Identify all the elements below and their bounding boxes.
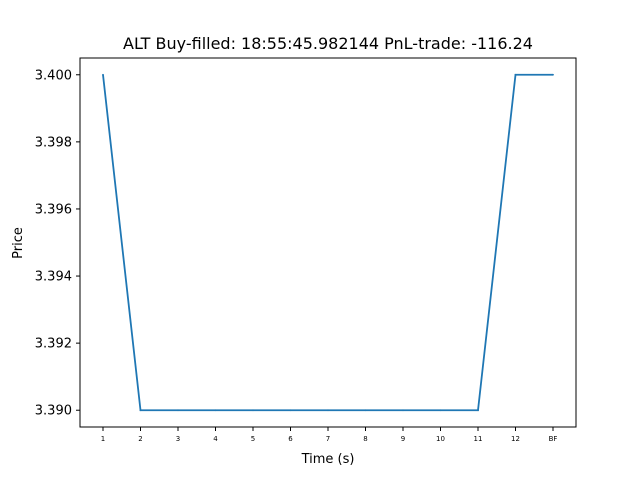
y-tick-label: 3.390 [35, 404, 72, 419]
data-point [477, 409, 479, 412]
y-tick-label: 3.394 [35, 270, 72, 285]
data-point [177, 409, 179, 412]
x-tick-label: 4 [213, 435, 218, 443]
y-tick-label: 3.398 [35, 135, 72, 150]
data-point [552, 73, 554, 76]
x-axis: 1 2 3 4 5 6 7 8 9 10 11 12 BF [101, 427, 558, 443]
x-tick-label: 9 [401, 435, 405, 443]
data-point [514, 73, 517, 76]
data-point [102, 73, 104, 76]
x-tick-label: 10 [436, 435, 445, 443]
data-point [402, 409, 404, 412]
x-tick-label: 7 [326, 435, 330, 443]
data-point [252, 409, 254, 412]
data-point [439, 409, 442, 412]
x-tick-label: 6 [288, 435, 293, 443]
x-tick-label: 3 [176, 435, 180, 443]
plot-area [80, 58, 576, 427]
data-point [139, 409, 142, 412]
x-tick-label: 11 [474, 435, 483, 443]
x-axis-label: Time (s) [301, 452, 355, 467]
y-axis: 3.390 3.392 3.394 3.396 3.398 3.400 [35, 68, 80, 419]
data-point [214, 409, 217, 412]
x-tick-label: 5 [251, 435, 255, 443]
x-tick-label: 12 [511, 435, 520, 443]
y-axis-label: Price [11, 227, 26, 259]
x-tick-label: 8 [363, 435, 367, 443]
chart-title: ALT Buy-filled: 18:55:45.982144 PnL-trad… [123, 34, 533, 53]
data-point [289, 409, 292, 412]
data-point [364, 409, 367, 412]
y-tick-label: 3.400 [35, 68, 72, 83]
series-group [102, 73, 554, 412]
data-point [327, 409, 329, 412]
x-tick-label: 2 [138, 435, 142, 443]
y-tick-label: 3.396 [35, 202, 72, 217]
x-tick-label: BF [549, 435, 558, 443]
y-tick-label: 3.392 [35, 337, 72, 352]
plot-frame [79, 57, 577, 428]
x-tick-label: 1 [101, 435, 105, 443]
